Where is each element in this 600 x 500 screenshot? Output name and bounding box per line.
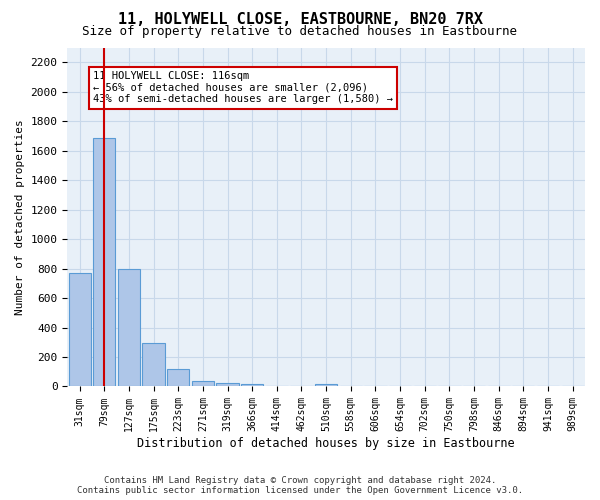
X-axis label: Distribution of detached houses by size in Eastbourne: Distribution of detached houses by size … [137, 437, 515, 450]
Bar [142, 343, 164, 386]
Bar [68, 273, 91, 386]
Bar [315, 384, 337, 386]
Bar [217, 383, 239, 386]
Bar [93, 138, 115, 386]
Bar [241, 384, 263, 386]
Text: 11 HOLYWELL CLOSE: 116sqm
← 56% of detached houses are smaller (2,096)
43% of se: 11 HOLYWELL CLOSE: 116sqm ← 56% of detac… [93, 71, 393, 104]
Text: 11, HOLYWELL CLOSE, EASTBOURNE, BN20 7RX: 11, HOLYWELL CLOSE, EASTBOURNE, BN20 7RX [118, 12, 482, 28]
Text: Contains HM Land Registry data © Crown copyright and database right 2024.
Contai: Contains HM Land Registry data © Crown c… [77, 476, 523, 495]
Y-axis label: Number of detached properties: Number of detached properties [15, 119, 25, 315]
Bar [118, 268, 140, 386]
Bar [192, 382, 214, 386]
Text: Size of property relative to detached houses in Eastbourne: Size of property relative to detached ho… [83, 25, 517, 38]
Bar [167, 369, 190, 386]
